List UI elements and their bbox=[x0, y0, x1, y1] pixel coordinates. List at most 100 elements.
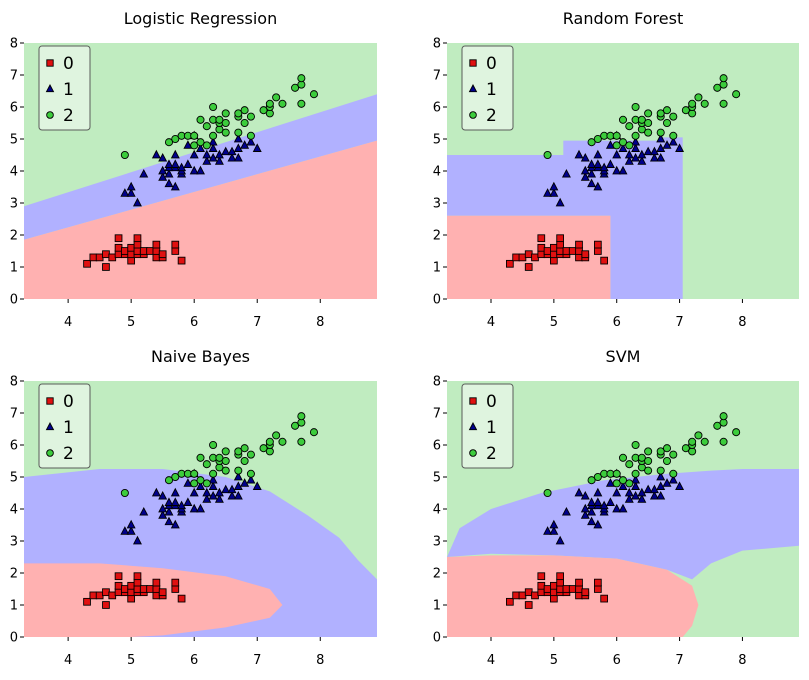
data-point bbox=[662, 456, 672, 466]
data-point bbox=[95, 591, 104, 600]
data-point bbox=[562, 585, 571, 593]
legend-marker-2 bbox=[469, 449, 477, 457]
data-point bbox=[202, 460, 211, 469]
data-point bbox=[662, 140, 672, 149]
x-tick-label: 5 bbox=[127, 315, 135, 330]
data-point bbox=[518, 591, 527, 600]
data-point bbox=[555, 197, 565, 207]
data-point bbox=[126, 526, 136, 535]
data-point bbox=[170, 487, 180, 497]
data-point bbox=[152, 591, 161, 600]
legend-label-0: 0 bbox=[63, 392, 74, 412]
data-point bbox=[95, 253, 104, 262]
data-point bbox=[152, 578, 161, 587]
chart-title: SVM bbox=[606, 347, 641, 366]
legend-marker-1 bbox=[468, 84, 478, 93]
data-point bbox=[114, 243, 123, 252]
data-point bbox=[580, 152, 590, 162]
data-point bbox=[631, 490, 641, 500]
data-point bbox=[550, 256, 558, 265]
data-point bbox=[549, 188, 559, 197]
data-point bbox=[114, 588, 123, 597]
data-point bbox=[139, 247, 148, 255]
x-tick-label: 6 bbox=[190, 653, 198, 668]
data-point bbox=[587, 516, 597, 526]
data-point bbox=[580, 510, 590, 519]
data-point bbox=[637, 115, 646, 124]
data-point bbox=[215, 453, 224, 462]
x-tick-label: 4 bbox=[487, 315, 495, 330]
series-2 bbox=[120, 412, 318, 498]
data-point bbox=[164, 168, 174, 178]
x-tick-label: 7 bbox=[253, 653, 261, 668]
data-point bbox=[605, 140, 615, 149]
x-tick-label: 4 bbox=[487, 653, 495, 668]
legend-marker-2 bbox=[46, 449, 54, 457]
data-point bbox=[234, 447, 243, 456]
data-point bbox=[575, 240, 583, 249]
data-point bbox=[543, 247, 552, 255]
decision-region-0 bbox=[447, 555, 699, 637]
data-point bbox=[309, 428, 318, 437]
data-point bbox=[719, 412, 728, 421]
y-tick-label: 7 bbox=[10, 407, 18, 422]
series-2 bbox=[120, 74, 318, 160]
data-point bbox=[524, 601, 533, 609]
data-point bbox=[89, 591, 98, 600]
data-point bbox=[164, 476, 174, 485]
data-point bbox=[202, 149, 212, 159]
data-point bbox=[108, 591, 117, 600]
legend-marker-1 bbox=[468, 422, 478, 431]
data-point bbox=[214, 487, 224, 497]
data-point bbox=[214, 494, 224, 503]
data-point bbox=[625, 460, 634, 469]
y-tick-label: 8 bbox=[433, 37, 441, 52]
data-point bbox=[700, 437, 709, 446]
data-point bbox=[196, 138, 205, 147]
data-point bbox=[158, 490, 168, 500]
x-tick-label: 6 bbox=[190, 315, 198, 330]
y-tick-label: 6 bbox=[10, 439, 18, 454]
series-0 bbox=[83, 572, 186, 609]
y-tick-label: 8 bbox=[433, 375, 441, 390]
data-point bbox=[656, 490, 666, 500]
data-point bbox=[221, 109, 230, 118]
data-point bbox=[133, 234, 142, 243]
data-point bbox=[158, 165, 168, 175]
y-tick-label: 1 bbox=[433, 261, 441, 276]
data-point bbox=[164, 178, 174, 188]
series-1 bbox=[120, 130, 262, 207]
data-point bbox=[164, 159, 174, 168]
data-point bbox=[668, 474, 678, 484]
data-point bbox=[170, 497, 180, 506]
data-point bbox=[643, 146, 653, 156]
data-point bbox=[644, 128, 653, 137]
data-point bbox=[278, 437, 287, 446]
legend-marker-2 bbox=[469, 111, 477, 119]
legend-label-2: 2 bbox=[486, 106, 497, 126]
data-point bbox=[587, 476, 596, 485]
data-point bbox=[631, 136, 641, 146]
y-tick-label: 3 bbox=[10, 535, 18, 550]
legend-label-1: 1 bbox=[63, 418, 74, 438]
data-point bbox=[234, 109, 243, 118]
data-point bbox=[732, 90, 741, 99]
data-point bbox=[618, 476, 628, 485]
data-point bbox=[556, 585, 564, 593]
legend: 0 1 2 bbox=[38, 45, 91, 131]
data-point bbox=[612, 487, 622, 497]
data-point bbox=[83, 259, 91, 268]
data-point bbox=[246, 469, 255, 478]
data-point bbox=[209, 131, 218, 140]
data-point bbox=[132, 535, 142, 545]
data-point bbox=[108, 253, 117, 262]
data-point bbox=[221, 466, 230, 475]
y-tick-label: 2 bbox=[10, 567, 18, 582]
data-point bbox=[133, 585, 142, 593]
data-point bbox=[158, 510, 168, 519]
data-point bbox=[593, 134, 602, 144]
y-tick-label: 8 bbox=[10, 37, 18, 52]
data-point bbox=[656, 128, 665, 137]
y-tick-label: 7 bbox=[433, 407, 441, 422]
legend-label-1: 1 bbox=[486, 80, 497, 100]
